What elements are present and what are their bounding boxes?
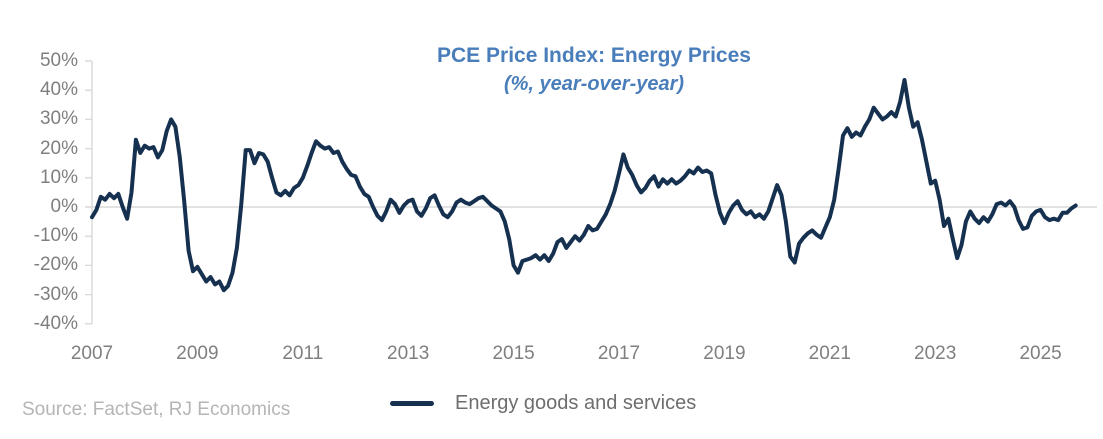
x-axis-tick-label: 2017 — [597, 343, 641, 364]
x-axis-tick-label: 2013 — [387, 343, 430, 364]
x-axis-tick-label: 2011 — [282, 343, 324, 364]
x-axis-tick-label: 2015 — [492, 343, 535, 364]
energy-goods-services-line — [90, 78, 1078, 293]
x-axis-tick-label: 2009 — [176, 343, 219, 364]
x-axis-tick-label: 2025 — [1019, 343, 1062, 364]
chart-subtitle: (%, year-over-year) — [503, 73, 685, 95]
x-axis-tick-label: 2021 — [808, 343, 851, 364]
x-axis-tick-label: 2023 — [914, 343, 957, 364]
y-axis-tick-label: 0% — [50, 196, 78, 217]
y-axis-tick-label: -30% — [33, 283, 78, 305]
x-axis-tick-label: 2007 — [70, 343, 114, 364]
y-axis-tick-label: 30% — [39, 108, 78, 130]
y-axis-tick-label: -20% — [33, 254, 78, 276]
legend-label: Energy goods and services — [455, 392, 697, 414]
source-note: Source: FactSet, RJ Economics — [22, 399, 291, 420]
y-axis-tick-label: 50% — [39, 50, 78, 71]
y-axis-tick-label: 40% — [39, 79, 78, 101]
y-axis-tick-label: 20% — [39, 137, 78, 159]
y-axis-tick-label: 10% — [39, 166, 78, 188]
legend-line-swatch — [390, 401, 434, 406]
chart-title: PCE Price Index: Energy Prices — [437, 44, 751, 67]
x-axis-tick-label: 2019 — [703, 343, 746, 364]
y-axis-tick-label: -10% — [33, 225, 78, 247]
y-axis-tick-label: -40% — [33, 312, 78, 334]
